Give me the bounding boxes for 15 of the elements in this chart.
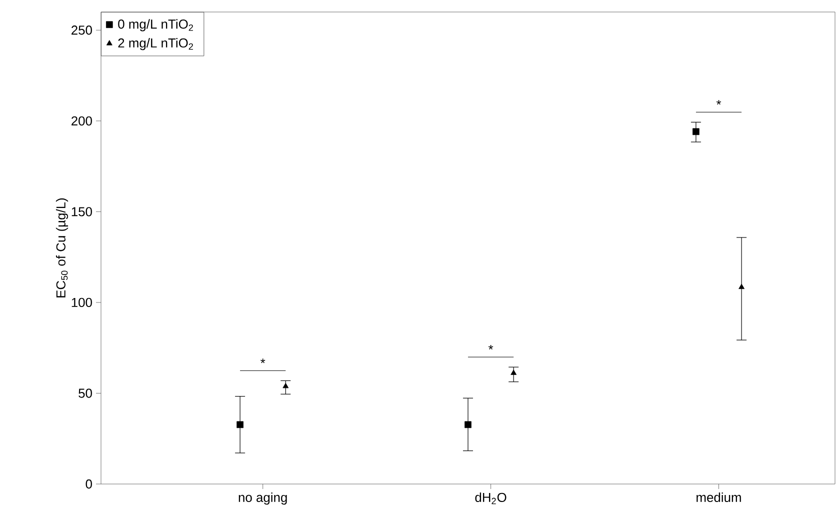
y-tick-label: 150 (72, 207, 92, 216)
y-tick-label: 200 (72, 116, 92, 126)
y-tick-label: 0 (86, 479, 92, 489)
legend-label: 2 mg/L nTiO$_{2}$ (118, 38, 193, 50)
legend-label: 0 mg/L nTiO$_{2}$ (118, 19, 193, 32)
y-tick-label: 100 (72, 298, 92, 308)
y-tick-label: 250 (72, 26, 92, 35)
annotation: * (260, 358, 266, 364)
x-tick-label: dH$_{2}$O (475, 492, 506, 504)
annotation: * (716, 100, 722, 105)
annotation: * (488, 344, 494, 350)
y-tick-label: 50 (78, 388, 92, 398)
x-tick-label: no aging (238, 492, 287, 505)
y-axis-title: EC$_{50}$ of Cu (µg/L) (56, 198, 68, 298)
x-tick-label: medium (696, 492, 741, 502)
